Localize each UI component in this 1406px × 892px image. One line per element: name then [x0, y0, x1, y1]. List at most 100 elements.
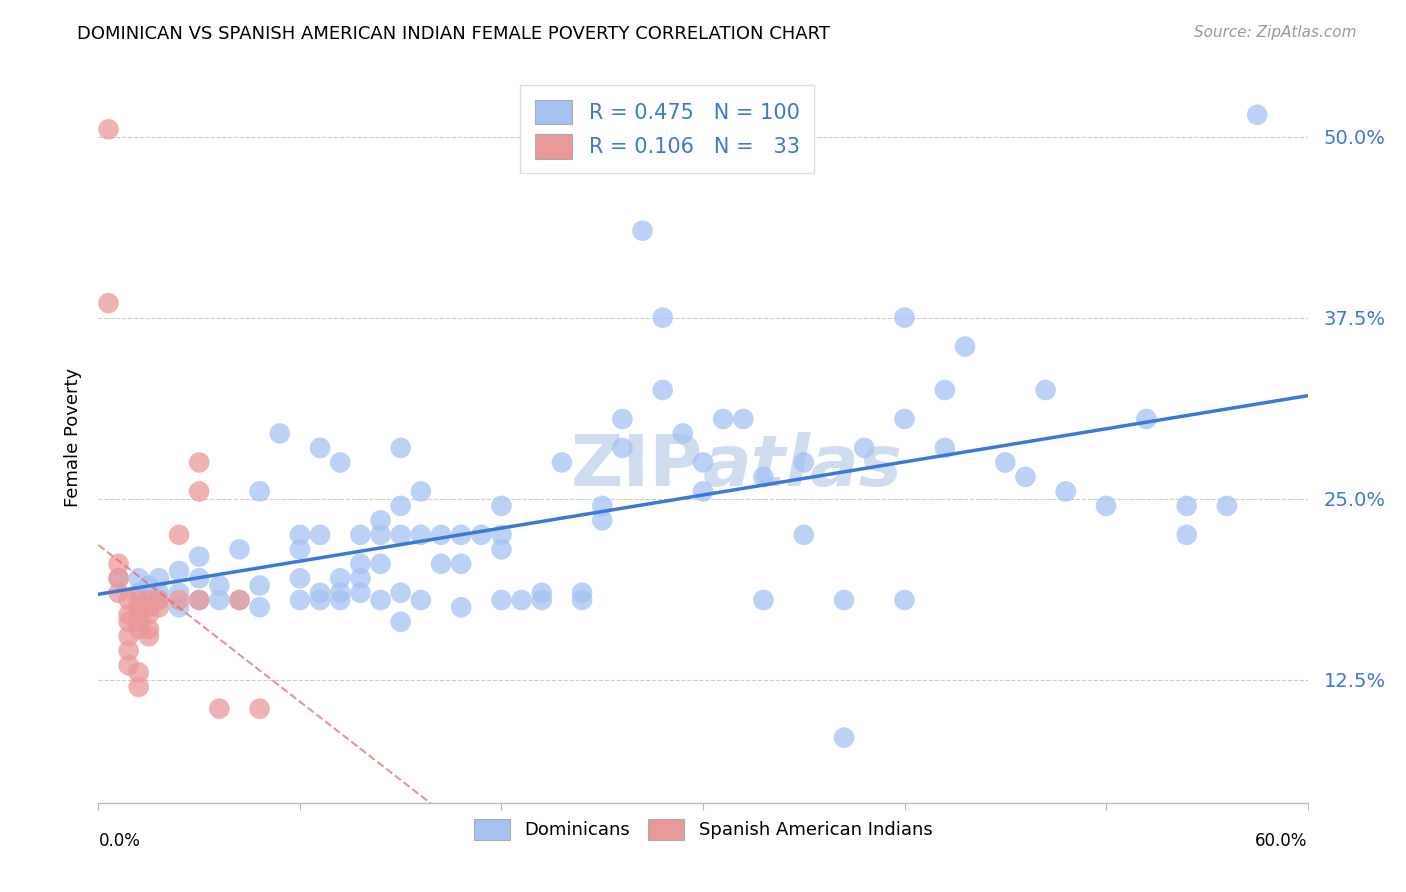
Legend: Dominicans, Spanish American Indians: Dominicans, Spanish American Indians — [464, 810, 942, 848]
Point — [349, 528, 371, 542]
Point — [309, 586, 332, 600]
Point — [430, 528, 453, 542]
Point — [389, 586, 412, 600]
Point — [208, 578, 231, 592]
Point — [167, 593, 190, 607]
Point — [450, 557, 472, 571]
Point — [450, 600, 472, 615]
Point — [148, 593, 170, 607]
Point — [934, 383, 956, 397]
Point — [389, 528, 412, 542]
Point — [118, 593, 141, 607]
Point — [832, 593, 855, 607]
Point — [370, 513, 392, 527]
Point — [118, 644, 141, 658]
Point — [138, 593, 160, 607]
Point — [470, 528, 492, 542]
Point — [208, 593, 231, 607]
Point — [118, 658, 141, 673]
Point — [188, 484, 211, 499]
Point — [188, 571, 211, 585]
Point — [1175, 528, 1198, 542]
Point — [118, 615, 141, 629]
Point — [128, 571, 150, 585]
Point — [591, 513, 613, 527]
Point — [1035, 383, 1057, 397]
Point — [118, 607, 141, 622]
Point — [370, 593, 392, 607]
Point — [288, 528, 311, 542]
Point — [128, 665, 150, 680]
Point — [793, 528, 815, 542]
Point — [188, 593, 211, 607]
Point — [893, 593, 915, 607]
Point — [128, 607, 150, 622]
Point — [167, 564, 190, 578]
Point — [1175, 499, 1198, 513]
Point — [853, 441, 876, 455]
Point — [1095, 499, 1118, 513]
Point — [138, 607, 160, 622]
Point — [1246, 108, 1268, 122]
Point — [128, 593, 150, 607]
Point — [128, 622, 150, 636]
Point — [793, 455, 815, 469]
Point — [288, 542, 311, 557]
Point — [138, 600, 160, 615]
Point — [389, 441, 412, 455]
Point — [107, 557, 129, 571]
Point — [128, 680, 150, 694]
Point — [188, 593, 211, 607]
Point — [249, 578, 271, 592]
Point — [612, 412, 634, 426]
Point — [329, 571, 352, 585]
Point — [1216, 499, 1239, 513]
Point — [349, 586, 371, 600]
Point — [329, 586, 352, 600]
Point — [148, 571, 170, 585]
Point — [692, 484, 714, 499]
Text: 0.0%: 0.0% — [98, 832, 141, 850]
Point — [631, 224, 654, 238]
Point — [450, 528, 472, 542]
Point — [309, 441, 332, 455]
Point — [692, 455, 714, 469]
Point — [167, 528, 190, 542]
Point — [329, 455, 352, 469]
Point — [167, 586, 190, 600]
Point — [249, 484, 271, 499]
Point — [118, 629, 141, 643]
Point — [148, 600, 170, 615]
Text: ZIP: ZIP — [571, 432, 703, 500]
Point — [370, 557, 392, 571]
Point — [97, 296, 120, 310]
Point — [138, 629, 160, 643]
Point — [389, 615, 412, 629]
Point — [107, 571, 129, 585]
Point — [733, 412, 755, 426]
Point — [249, 600, 271, 615]
Y-axis label: Female Poverty: Female Poverty — [63, 368, 82, 507]
Point — [107, 586, 129, 600]
Point — [228, 542, 250, 557]
Point — [370, 528, 392, 542]
Text: atlas: atlas — [703, 432, 903, 500]
Point — [128, 615, 150, 629]
Point — [571, 586, 593, 600]
Point — [309, 528, 332, 542]
Point — [491, 593, 513, 607]
Point — [752, 593, 775, 607]
Point — [288, 571, 311, 585]
Point — [329, 593, 352, 607]
Point — [893, 412, 915, 426]
Point — [491, 528, 513, 542]
Point — [167, 600, 190, 615]
Point — [249, 701, 271, 715]
Point — [893, 310, 915, 325]
Point — [752, 470, 775, 484]
Point — [409, 484, 432, 499]
Point — [672, 426, 695, 441]
Point — [1014, 470, 1036, 484]
Point — [138, 578, 160, 592]
Point — [349, 571, 371, 585]
